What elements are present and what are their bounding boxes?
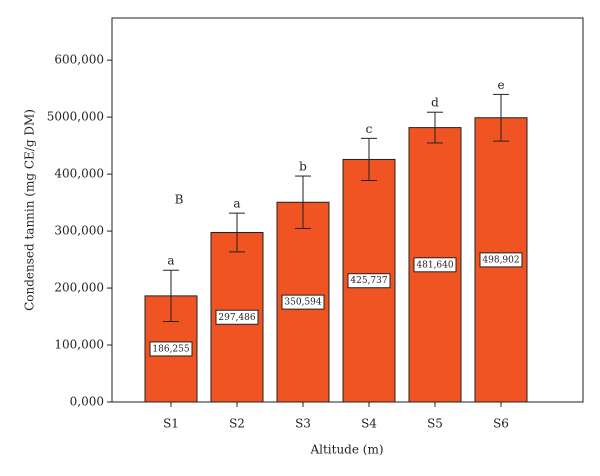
significance-letter: c <box>366 122 373 136</box>
x-axis-label: Altitude (m) <box>309 443 383 457</box>
value-label: 297,486 <box>218 313 255 323</box>
annotation: B <box>175 193 184 207</box>
value-label: 498,902 <box>482 255 519 265</box>
x-tick-label: S3 <box>295 417 311 431</box>
x-tick-label: S2 <box>229 417 245 431</box>
value-label-box <box>413 257 457 273</box>
y-axis-label: Condensed tannin (mg CE/g DM) <box>23 109 37 311</box>
y-tick-label: 400,000 <box>54 167 104 181</box>
value-label: 481,640 <box>416 260 453 270</box>
y-tick-label: 600,000 <box>54 53 104 67</box>
significance-letter: a <box>233 197 240 211</box>
x-tick-label: S6 <box>493 417 509 431</box>
significance-letter: a <box>167 254 174 268</box>
y-tick-label: 5000,000 <box>47 110 104 124</box>
value-label-box <box>215 309 259 325</box>
value-label: 425,737 <box>350 276 387 286</box>
x-tick-label: S1 <box>163 417 179 431</box>
value-label-box <box>281 294 325 310</box>
value-label-box <box>347 273 391 289</box>
y-tick-label: 100,000 <box>54 338 104 352</box>
y-tick-label: 300,000 <box>54 224 104 238</box>
value-label-box <box>479 252 523 268</box>
value-label: 186,255 <box>152 344 189 354</box>
significance-letter: e <box>497 78 504 92</box>
value-label: 350,594 <box>284 298 321 308</box>
significance-letter: d <box>431 96 439 110</box>
y-tick-label: 200,000 <box>54 281 104 295</box>
significance-letter: b <box>299 160 307 174</box>
x-tick-label: S5 <box>427 417 443 431</box>
value-label-box <box>149 341 193 357</box>
y-tick-label: 0,000 <box>70 395 104 409</box>
x-tick-label: S4 <box>361 417 377 431</box>
